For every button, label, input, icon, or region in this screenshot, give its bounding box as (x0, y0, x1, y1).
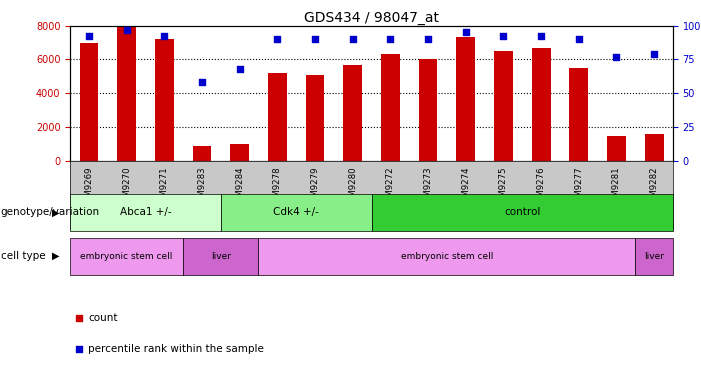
Text: ▶: ▶ (52, 251, 60, 261)
Text: percentile rank within the sample: percentile rank within the sample (88, 344, 264, 354)
Text: GSM9279: GSM9279 (311, 167, 320, 208)
Title: GDS434 / 98047_at: GDS434 / 98047_at (304, 11, 439, 25)
Bar (268, 73, 287, 161)
Bar (343, 64, 362, 161)
Text: GSM9278: GSM9278 (273, 167, 282, 208)
Bar (494, 51, 513, 161)
Point (272, 36, 283, 42)
Text: genotype/variation: genotype/variation (1, 207, 100, 217)
Point (234, 66, 245, 72)
Text: embryonic stem cell: embryonic stem cell (401, 252, 493, 261)
Point (385, 36, 396, 42)
Point (573, 36, 585, 42)
Text: Cdk4 +/-: Cdk4 +/- (273, 207, 319, 217)
Bar (117, 27, 136, 161)
Text: GSM9280: GSM9280 (348, 167, 358, 208)
Point (460, 30, 471, 36)
Point (121, 27, 132, 33)
Text: cell type: cell type (1, 251, 46, 261)
Text: count: count (88, 313, 118, 322)
Text: liver: liver (644, 252, 664, 261)
Bar (607, 137, 626, 161)
Bar (70, 238, 183, 274)
Text: GSM9270: GSM9270 (122, 167, 131, 208)
Bar (79, 42, 98, 161)
Text: Abca1 +/-: Abca1 +/- (120, 207, 171, 217)
Text: GSM9284: GSM9284 (235, 167, 244, 208)
Bar (70, 194, 221, 231)
Point (158, 34, 170, 40)
Bar (456, 37, 475, 161)
Text: GSM9275: GSM9275 (499, 167, 508, 208)
Text: GSM9274: GSM9274 (461, 167, 470, 208)
Bar (193, 146, 212, 161)
Text: GSM9273: GSM9273 (423, 167, 433, 208)
Point (498, 34, 509, 40)
Text: GSM9277: GSM9277 (574, 167, 583, 208)
Bar (221, 194, 372, 231)
Point (648, 51, 660, 57)
Point (309, 36, 320, 42)
Bar (183, 238, 259, 274)
Text: control: control (504, 207, 540, 217)
Bar (381, 55, 400, 161)
Text: ▶: ▶ (52, 207, 60, 217)
Bar (635, 238, 673, 274)
Bar (531, 48, 550, 161)
Point (423, 36, 434, 42)
Text: embryonic stem cell: embryonic stem cell (81, 252, 173, 261)
Point (347, 36, 358, 42)
Text: GSM9272: GSM9272 (386, 167, 395, 208)
Text: GSM9282: GSM9282 (650, 167, 659, 208)
Text: GSM9283: GSM9283 (198, 167, 207, 208)
Bar (645, 134, 664, 161)
Bar (306, 75, 325, 161)
Bar (155, 39, 174, 161)
Point (611, 54, 622, 60)
Bar (418, 59, 437, 161)
Bar (230, 144, 249, 161)
Point (83, 34, 95, 40)
Text: GSM9269: GSM9269 (84, 167, 93, 208)
Bar (259, 238, 635, 274)
Text: GSM9271: GSM9271 (160, 167, 169, 208)
Text: GSM9281: GSM9281 (612, 167, 621, 208)
Point (536, 34, 547, 40)
Bar (372, 194, 673, 231)
Text: liver: liver (211, 252, 231, 261)
Text: GSM9276: GSM9276 (536, 167, 545, 208)
Point (448, 204, 459, 210)
Bar (569, 68, 588, 161)
Point (196, 79, 207, 85)
